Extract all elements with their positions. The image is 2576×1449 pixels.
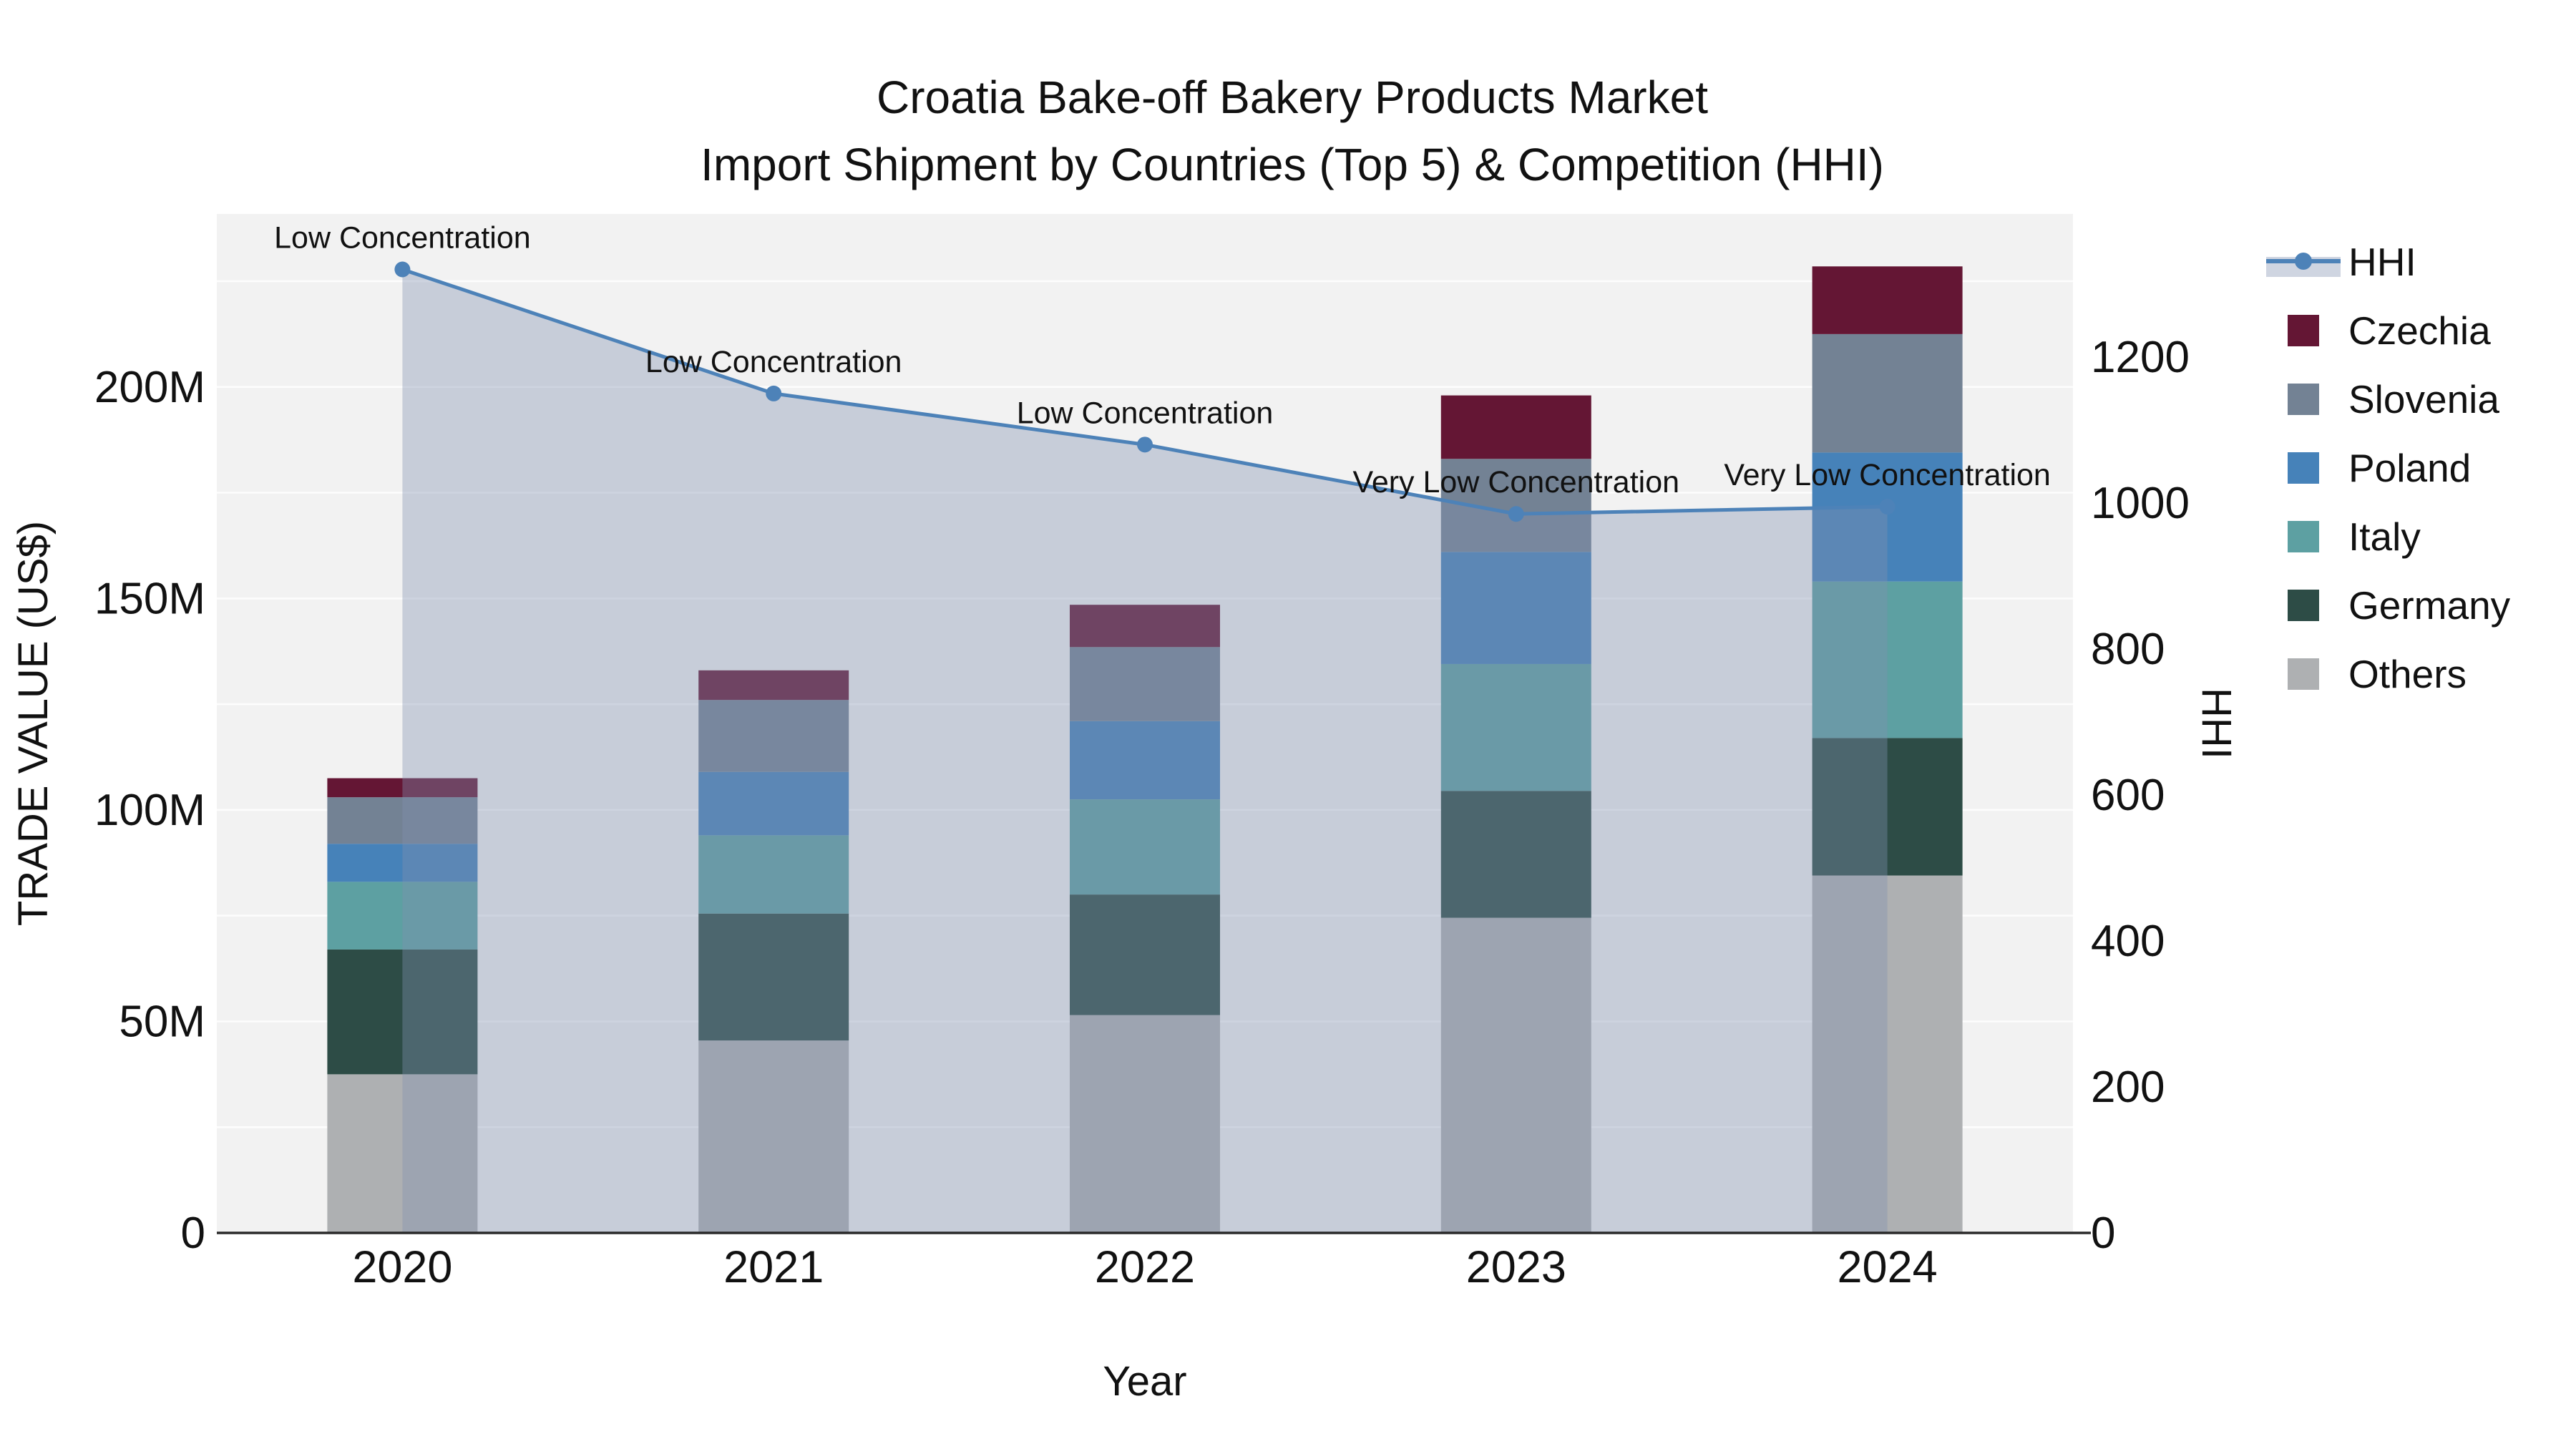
stacked-bars [327,266,1963,1233]
y-left-tick-label: 200M [94,363,205,412]
bar-segment-poland-2024[interactable] [1812,452,1963,582]
y-right-tick-label: 600 [2091,771,2165,820]
legend-label-italy: Italy [2348,514,2421,559]
hhi-marker-2022[interactable] [1137,436,1153,453]
legend-label-slovenia: Slovenia [2348,377,2499,421]
y-left-axis-title: TRADE VALUE (US$) [10,521,57,926]
legend-swatch-others [2288,658,2319,690]
bar-segment-poland-2020[interactable] [327,844,478,882]
y-left-tick-label: 150M [94,574,205,623]
y-left-tick-label: 100M [94,786,205,835]
bar-segment-czechia-2021[interactable] [698,670,849,701]
bar-segment-czechia-2024[interactable] [1812,266,1963,334]
legend-item-slovenia[interactable]: Slovenia [2288,377,2499,421]
legend-item-others[interactable]: Others [2288,652,2467,696]
bar-segment-italy-2024[interactable] [1812,581,1963,738]
legend-item-czechia[interactable]: Czechia [2288,308,2491,353]
x-tick-label-2022: 2022 [1095,1242,1195,1292]
annotations: Low Concentration Low Concentration Low Co… [274,221,2051,500]
bar-segment-others-2021[interactable] [698,1040,849,1233]
legend-swatch-poland [2288,452,2319,484]
bar-segment-germany-2024[interactable] [1812,738,1963,876]
bar-segment-poland-2022[interactable] [1070,721,1220,800]
y-right-tick-label: 0 [2091,1209,2115,1258]
axes: 0 50M 100M 150M 200M 0 200 400 600 800 1000 1200 202… [94,333,2190,1292]
hhi-marker-2020[interactable] [394,261,411,278]
y-right-tick-label: 800 [2091,625,2165,674]
y-right-tick-label: 1200 [2091,333,2190,382]
legend-item-poland[interactable]: Poland [2288,446,2471,490]
legend-label-others: Others [2348,652,2467,696]
bar-segment-others-2023[interactable] [1440,917,1591,1233]
x-axis-title: Year [1103,1358,1186,1405]
hhi-marker-2021[interactable] [766,385,782,401]
bar-segment-italy-2021[interactable] [698,835,849,914]
chart-title-line1: Croatia Bake-off Bakery Products Market [877,72,1708,123]
bar-segment-poland-2023[interactable] [1440,552,1591,664]
bar-segment-poland-2021[interactable] [698,771,849,836]
legend: HHI Czechia Slovenia Poland Italy Germany Othe… [2266,240,2511,696]
y-right-tick-label: 400 [2091,917,2165,966]
legend-hhi-marker-swatch [2295,253,2312,270]
x-tick-label-2023: 2023 [1466,1242,1566,1292]
legend-label-czechia: Czechia [2348,308,2491,353]
y-right-tick-label: 200 [2091,1063,2165,1112]
chart-title-line2: Import Shipment by Countries (Top 5) & C… [701,139,1884,190]
annotation-2021: Low Concentration [645,345,902,379]
bar-segment-slovenia-2024[interactable] [1812,333,1963,453]
annotation-2023: Very Low Concentration [1353,465,1680,499]
hhi-marker-2023[interactable] [1508,506,1524,522]
bar-segment-czechia-2022[interactable] [1070,605,1220,648]
bar-segment-germany-2021[interactable] [698,913,849,1041]
bar-segment-slovenia-2021[interactable] [698,700,849,772]
hhi-trace [394,261,1896,1233]
y-right-axis-title: HHI [2193,688,2240,759]
bar-segment-czechia-2020[interactable] [327,778,478,798]
y-right-tick-label: 1000 [2091,479,2190,528]
legend-item-germany[interactable]: Germany [2288,583,2511,628]
bar-segment-czechia-2023[interactable] [1440,395,1591,459]
hhi-area-fill[interactable] [402,269,1888,1233]
bar-segment-slovenia-2020[interactable] [327,797,478,844]
bar-segment-slovenia-2022[interactable] [1070,647,1220,721]
legend-item-italy[interactable]: Italy [2288,514,2421,559]
bar-segment-italy-2020[interactable] [327,882,478,950]
bar-segment-germany-2020[interactable] [327,949,478,1075]
bar-segment-italy-2022[interactable] [1070,799,1220,895]
y-left-tick-label: 0 [181,1209,205,1258]
legend-item-hhi[interactable]: HHI [2266,240,2416,284]
annotation-2022: Low Concentration [1017,396,1274,430]
bar-segment-others-2024[interactable] [1812,875,1963,1233]
y-left-tick-label: 50M [119,997,205,1046]
x-tick-label-2024: 2024 [1838,1242,1938,1292]
x-tick-label-2020: 2020 [352,1242,452,1292]
legend-label-germany: Germany [2348,583,2511,628]
annotation-2024: Very Low Concentration [1724,458,2051,492]
legend-swatch-germany [2288,590,2319,621]
legend-label-hhi: HHI [2348,240,2416,284]
bar-segment-germany-2022[interactable] [1070,894,1220,1015]
bar-segment-others-2020[interactable] [327,1074,478,1233]
annotation-2020: Low Concentration [274,221,531,255]
x-tick-label-2021: 2021 [723,1242,824,1292]
legend-label-poland: Poland [2348,446,2471,490]
legend-swatch-czechia [2288,315,2319,346]
hhi-marker-2024[interactable] [1879,499,1896,515]
bar-segment-others-2022[interactable] [1070,1015,1220,1233]
bar-segment-germany-2023[interactable] [1440,791,1591,918]
legend-swatch-italy [2288,521,2319,552]
legend-swatch-slovenia [2288,384,2319,415]
bar-segment-italy-2023[interactable] [1440,663,1591,791]
